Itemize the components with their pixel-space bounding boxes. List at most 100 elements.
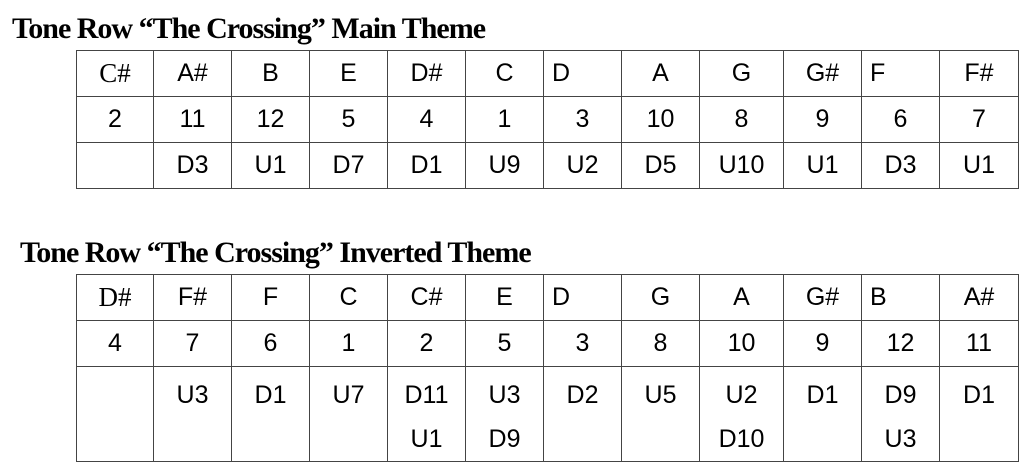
number-cell: 7 [939, 96, 1019, 143]
note-cell: A# [939, 274, 1019, 321]
note-row: D# F# F C C# E D G A G# B A# [76, 274, 1019, 321]
number-cell: 4 [387, 96, 466, 143]
number-cell: 1 [309, 320, 388, 367]
main-theme-title: Tone Row “The Crossing” Main Theme [12, 12, 486, 45]
note-cell: D [543, 274, 622, 321]
interval-value: U1 [806, 151, 839, 179]
interval-cell: D11 U1 [387, 366, 466, 462]
number-cell: 12 [861, 320, 940, 367]
interval-row: U3 D1 U7 D11 U1 U3 D9 D2 U5 U2 D10 D1 D9 U3 D1 [76, 366, 1019, 462]
interval-cell: U10 [699, 142, 784, 189]
interval-value: D3 [176, 151, 209, 179]
interval-value: U10 [718, 151, 765, 179]
note-cell: D# [76, 274, 154, 321]
number-cell: 12 [231, 96, 310, 143]
number-cell: 10 [699, 320, 784, 367]
inverted-theme-table: D# F# F C C# E D G A G# B A# 4 7 6 1 2 5 3 8 10 9 12 11 U3 D1 U7 D1… [76, 274, 1019, 462]
interval-value: U3 [488, 381, 521, 409]
interval-cell [76, 142, 154, 189]
interval-cell: D9 U3 [861, 366, 940, 462]
interval-cell: D1 [231, 366, 310, 462]
interval-cell: U3 D9 [465, 366, 544, 462]
number-cell: 9 [783, 320, 862, 367]
number-cell: 8 [699, 96, 784, 143]
note-cell: B [861, 274, 940, 321]
interval-value: U1 [410, 425, 443, 453]
number-row: 2 11 12 5 4 1 3 10 8 9 6 7 [76, 96, 1019, 143]
note-cell: F [231, 274, 310, 321]
interval-cell: U1 [783, 142, 862, 189]
interval-cell: U1 [231, 142, 310, 189]
interval-cell: U9 [465, 142, 544, 189]
note-cell: E [309, 50, 388, 97]
note-cell: B [231, 50, 310, 97]
interval-cell: U2 [543, 142, 622, 189]
interval-value: U9 [488, 151, 521, 179]
main-theme-table: C# A# B E D# C D A G G# F F# 2 11 12 5 4 1 3 10 8 9 6 7 D3 U1 D7 D1… [76, 50, 1019, 189]
interval-value: U7 [332, 381, 365, 409]
interval-cell: D2 [543, 366, 622, 462]
number-cell: 11 [153, 96, 232, 143]
note-cell: E [465, 274, 544, 321]
note-row: C# A# B E D# C D A G G# F F# [76, 50, 1019, 97]
interval-cell: D3 [153, 142, 232, 189]
note-cell: A [621, 50, 700, 97]
interval-cell [76, 366, 154, 462]
interval-value: D1 [410, 151, 443, 179]
number-cell: 5 [309, 96, 388, 143]
note-cell: C [465, 50, 544, 97]
note-cell: F [861, 50, 940, 97]
interval-value: U2 [566, 151, 599, 179]
interval-row: D3 U1 D7 D1 U9 U2 D5 U10 U1 D3 U1 [76, 142, 1019, 189]
interval-cell: U1 [939, 142, 1019, 189]
number-cell: 4 [76, 320, 154, 367]
note-cell: D# [387, 50, 466, 97]
interval-value: U1 [963, 151, 995, 179]
interval-value: U2 [725, 381, 758, 409]
interval-cell: D7 [309, 142, 388, 189]
note-cell: C [309, 274, 388, 321]
note-cell: G# [783, 50, 862, 97]
interval-value: U3 [176, 381, 209, 409]
interval-cell: U7 [309, 366, 388, 462]
interval-value: D11 [404, 381, 449, 409]
note-cell: A [699, 274, 784, 321]
number-cell: 10 [621, 96, 700, 143]
interval-value: D1 [963, 381, 995, 409]
note-cell: A# [153, 50, 232, 97]
inverted-theme-title: Tone Row “The Crossing” Inverted Theme [20, 236, 532, 269]
interval-value: D9 [488, 425, 521, 453]
interval-cell: U5 [621, 366, 700, 462]
number-cell: 3 [543, 320, 622, 367]
note-cell: G# [783, 274, 862, 321]
interval-value: D1 [254, 381, 287, 409]
interval-cell: U2 D10 [699, 366, 784, 462]
number-cell: 9 [783, 96, 862, 143]
interval-cell: D5 [621, 142, 700, 189]
note-cell: G [699, 50, 784, 97]
number-cell: 6 [231, 320, 310, 367]
note-cell: C# [387, 274, 466, 321]
interval-value: D2 [566, 381, 599, 409]
interval-cell: D3 [861, 142, 940, 189]
interval-value: U5 [644, 381, 677, 409]
number-cell: 3 [543, 96, 622, 143]
note-cell: C# [76, 50, 154, 97]
number-cell: 1 [465, 96, 544, 143]
interval-value: D3 [884, 151, 917, 179]
number-cell: 7 [153, 320, 232, 367]
number-cell: 6 [861, 96, 940, 143]
number-cell: 11 [939, 320, 1019, 367]
interval-cell: D1 [939, 366, 1019, 462]
note-cell: F# [939, 50, 1019, 97]
interval-value: D9 [884, 381, 917, 409]
number-cell: 2 [387, 320, 466, 367]
note-cell: G [621, 274, 700, 321]
interval-value: U3 [884, 425, 917, 453]
number-cell: 2 [76, 96, 154, 143]
interval-value: D7 [332, 151, 365, 179]
interval-value: D1 [806, 381, 839, 409]
interval-value: D5 [644, 151, 677, 179]
number-cell: 8 [621, 320, 700, 367]
interval-value: D10 [718, 425, 765, 453]
